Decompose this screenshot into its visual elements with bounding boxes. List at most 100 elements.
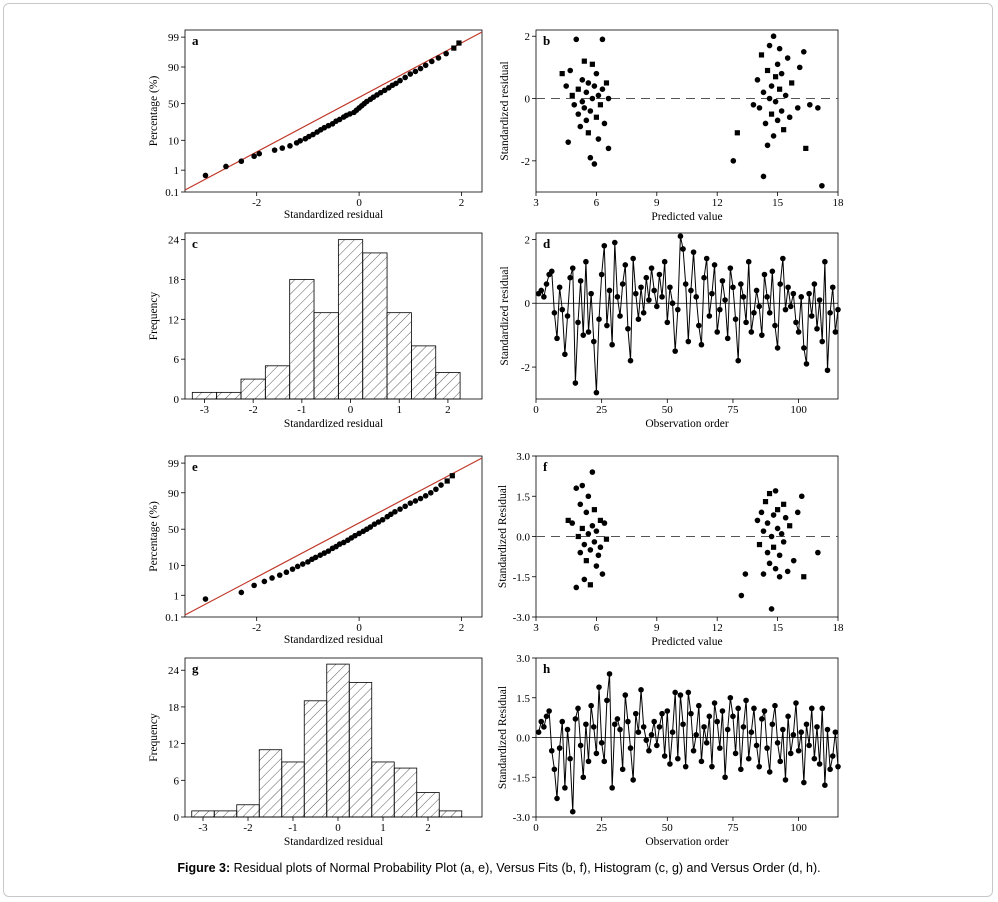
data-point-b: [587, 108, 594, 114]
data-point-d: [611, 239, 618, 246]
y-tick-label-b: 0: [525, 94, 531, 106]
data-point-b: [579, 77, 586, 83]
y-tick-label-f: 0.0: [516, 532, 530, 544]
data-point-h: [740, 724, 747, 730]
data-point-h: [745, 755, 752, 762]
data-point-d: [709, 290, 715, 297]
data-point-f: [593, 528, 600, 534]
data-point-b: [565, 139, 572, 145]
data-point-h: [714, 718, 720, 725]
data-point-a: [443, 50, 449, 57]
data-point-d: [538, 287, 545, 294]
data-point-e: [417, 495, 424, 502]
data-point-h: [543, 713, 550, 720]
data-point-f: [754, 517, 761, 524]
data-point-b: [605, 145, 612, 152]
data-point-b: [605, 95, 612, 102]
data-point-a: [456, 40, 462, 46]
plot-frame-e: [184, 455, 483, 618]
x-tick-label-b: 9: [654, 197, 660, 209]
data-point-h: [772, 702, 778, 709]
data-point-f: [764, 549, 771, 556]
y-tick-label-g: 24: [168, 665, 180, 677]
data-point-b: [603, 80, 610, 86]
data-point-h: [696, 702, 702, 709]
data-point-h: [656, 724, 663, 730]
data-point-d: [693, 294, 699, 300]
data-point-b: [786, 114, 793, 121]
data-point-h: [659, 710, 665, 717]
data-point-d: [824, 367, 831, 374]
x-tick-label-e: -2: [252, 622, 261, 634]
data-point-b: [591, 83, 598, 89]
histogram-bar-c: [313, 312, 339, 400]
data-point-d: [688, 287, 694, 294]
y-tick-label-e: 1: [174, 590, 180, 602]
y-tick-label-f: 3.0: [516, 451, 530, 463]
x-tick-label-d: 100: [790, 404, 807, 416]
data-point-h: [667, 761, 673, 767]
data-point-d: [759, 332, 765, 338]
data-point-f: [595, 552, 602, 559]
data-point-b: [581, 58, 587, 64]
x-tick-label-f: 18: [833, 622, 845, 634]
data-point-d: [559, 306, 566, 313]
data-point-f: [768, 533, 775, 540]
x-tick-label-b: 18: [833, 197, 845, 209]
data-point-d: [627, 357, 634, 364]
data-point-d: [698, 341, 705, 348]
data-point-e: [352, 532, 358, 539]
data-point-d: [808, 313, 815, 319]
data-point-b: [766, 42, 773, 49]
data-point-d: [583, 258, 589, 265]
data-point-b: [760, 89, 767, 96]
x-tick-label-g: -2: [243, 822, 252, 834]
data-point-h: [724, 726, 731, 733]
data-point-h: [630, 777, 636, 783]
x-tick-label-b: 3: [533, 197, 539, 209]
data-point-f: [781, 501, 787, 507]
data-point-h: [829, 753, 836, 759]
y-tick-label-g: 18: [168, 702, 180, 714]
histogram-bar-c: [216, 391, 242, 400]
data-point-h: [675, 755, 681, 762]
data-point-f: [591, 539, 598, 545]
data-point-h: [632, 710, 639, 717]
data-point-d: [782, 306, 789, 313]
data-point-h: [819, 705, 826, 712]
data-point-d: [656, 271, 663, 278]
histogram-bar-g: [438, 810, 463, 818]
data-point-b: [766, 95, 773, 102]
data-point-a: [297, 137, 304, 144]
data-point-h: [811, 755, 818, 762]
data-point-a: [279, 145, 286, 151]
data-point-h: [622, 692, 629, 698]
panel-letter-a: a: [192, 33, 199, 48]
data-point-f: [764, 520, 771, 526]
data-point-h: [780, 726, 786, 733]
data-point-h: [693, 732, 699, 738]
data-point-d: [724, 335, 731, 342]
data-point-e: [289, 566, 296, 572]
data-point-d: [635, 316, 642, 322]
fit-line-e: [184, 457, 483, 616]
data-point-b: [760, 173, 767, 180]
data-point-a: [407, 71, 414, 77]
data-point-h: [609, 785, 615, 791]
y-tick-label-f: -1.5: [513, 572, 531, 584]
data-point-h: [808, 705, 815, 712]
data-point-d: [832, 329, 839, 335]
data-point-b: [778, 70, 785, 77]
data-point-f: [579, 482, 586, 489]
histogram-bar-c: [411, 345, 437, 400]
data-point-d: [564, 313, 571, 319]
data-point-b: [803, 145, 809, 151]
histogram-bar-c: [337, 239, 364, 400]
data-point-d: [766, 310, 773, 316]
data-point-b: [575, 111, 582, 117]
data-point-e: [397, 506, 403, 512]
data-point-h: [824, 726, 831, 733]
y-tick-label-g: 12: [168, 739, 179, 751]
